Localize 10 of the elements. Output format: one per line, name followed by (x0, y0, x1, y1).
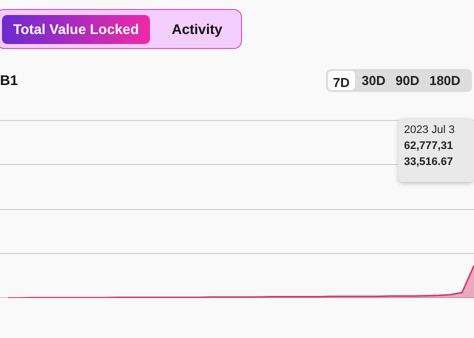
text: Activity (170, 20, 224, 39)
text: 30D (360, 72, 386, 90)
text: Total Value Locked (2, 15, 150, 44)
text: 7D (328, 71, 355, 90)
text: 2023 Jul 3 (404, 123, 456, 138)
text: 90D (394, 72, 420, 90)
text: 180D (428, 72, 462, 90)
text: 62,777,31 (404, 140, 453, 152)
text: 33,516.67 (404, 156, 453, 168)
chart-title: B1 (0, 72, 18, 88)
